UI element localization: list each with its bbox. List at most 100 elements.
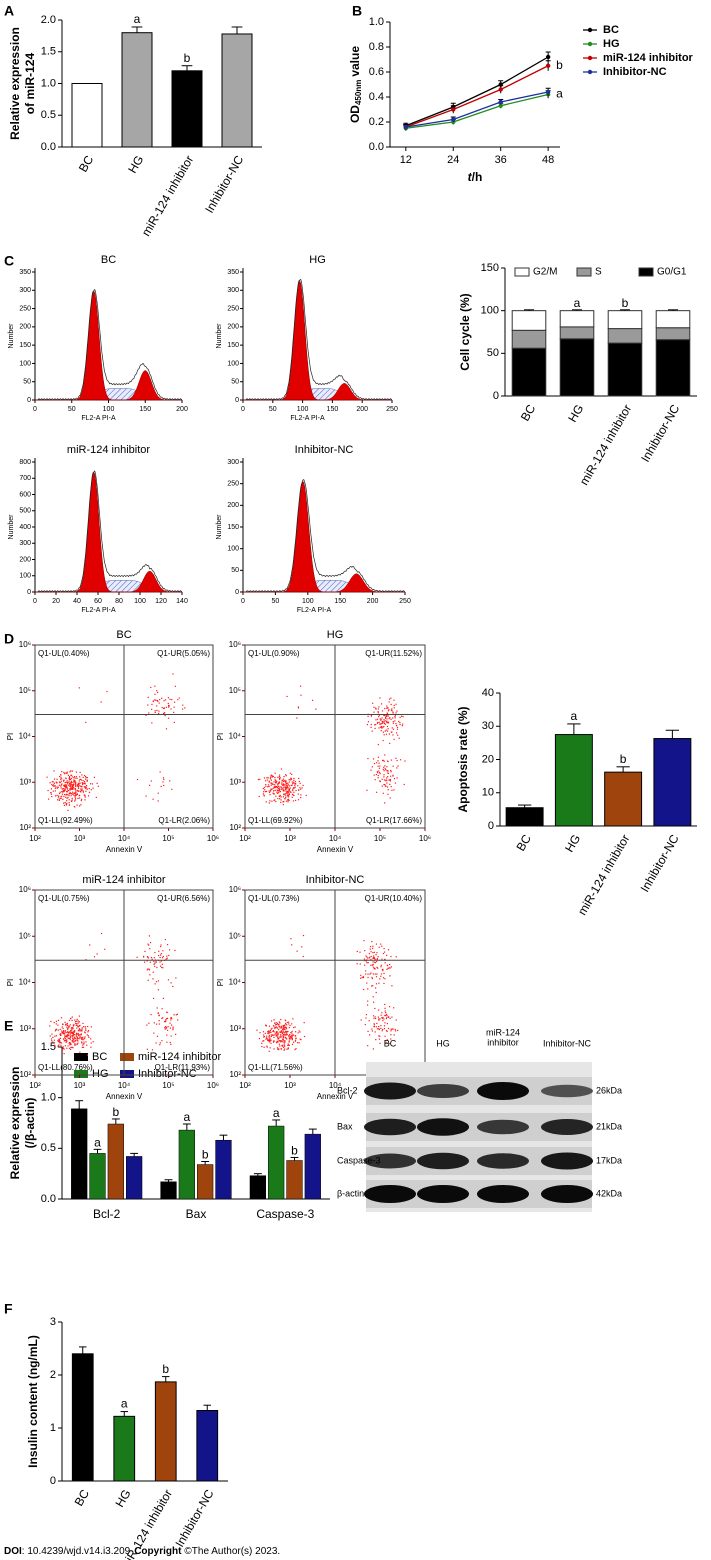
event-dot [81,789,83,791]
event-dot [87,1025,89,1028]
y-tick-label: 100 [227,546,239,553]
event-dot [65,781,67,783]
event-dot [162,955,164,958]
event-dot [382,1017,384,1019]
event-dot [271,775,273,777]
event-dot [278,787,280,789]
event-dot [67,1034,69,1036]
event-dot [270,1042,272,1044]
event-dot [71,1039,73,1042]
event-dot [83,782,86,784]
event-dot [84,1026,87,1028]
event-dot [375,707,377,709]
event-dot [291,784,293,786]
event-dot [364,1023,366,1026]
event-dot [393,707,395,709]
y-tick-label: 10 [482,787,494,799]
event-dot [154,965,156,968]
event-dot [66,1034,68,1036]
event-dot [64,1039,67,1042]
event-dot [58,1038,61,1040]
event-dot [382,720,384,722]
event-dot [65,784,67,786]
event-dot [277,1037,279,1039]
event-dot [371,977,373,980]
event-dot [356,950,358,953]
event-dot [58,1041,60,1043]
event-dot [74,780,76,782]
event-dot [67,789,70,792]
event-dot [381,717,383,719]
event-dot [367,1030,369,1033]
x-tick-label: 0 [33,598,37,605]
event-dot [154,962,156,964]
event-dot [63,802,65,804]
event-dot [297,706,300,708]
event-dot [72,788,74,790]
event-dot [291,1023,293,1025]
event-dot [291,793,294,795]
y-tick-label: 10³ [19,1024,31,1033]
event-dot [47,798,50,800]
event-dot [147,696,149,699]
series-line [405,65,549,128]
y-tick-label: 500 [19,508,31,515]
event-dot [381,727,383,729]
event-dot [77,1033,79,1035]
event-dot [384,802,386,804]
event-dot [72,785,74,787]
y-tick-label: 50 [487,347,499,359]
event-dot [66,791,68,793]
event-dot [53,770,55,772]
y-tick-label: 10⁵ [19,931,31,940]
event-dot [167,717,170,719]
event-dot [61,783,63,785]
x-axis-label: Annexin V [106,1092,143,1101]
event-dot [390,731,392,733]
event-dot [77,1030,79,1032]
y-tick-label: 100 [481,305,499,317]
event-dot [285,781,287,783]
event-dot [53,782,55,784]
event-dot [386,954,388,956]
event-dot [286,1030,288,1033]
event-dot [384,765,386,767]
event-dot [77,1034,80,1036]
event-dot [288,781,290,783]
event-dot [390,1028,392,1030]
event-dot [177,699,179,701]
x-tick-label: 10⁴ [329,834,342,843]
event-dot [383,776,385,778]
event-dot [299,787,301,789]
event-dot [266,1045,268,1047]
event-dot [298,1030,300,1032]
event-dot [70,777,72,780]
event-dot [292,1034,295,1036]
event-dot [280,1036,282,1038]
event-dot [59,1039,61,1042]
event-dot [282,778,285,780]
event-dot [396,759,398,762]
event-dot [64,781,66,784]
event-dot [68,1042,70,1044]
event-dot [72,781,75,783]
event-dot [76,789,78,791]
event-dot [79,782,81,784]
bar [154,1381,177,1482]
event-dot [290,1032,292,1034]
event-dot [359,951,361,953]
event-dot [71,770,74,772]
event-dot [364,950,366,952]
event-dot [268,1040,270,1042]
event-dot [148,935,150,937]
event-dot [292,783,294,785]
event-dot [385,1011,387,1014]
event-dot [386,712,388,714]
event-dot [272,775,274,778]
event-dot [165,958,167,960]
event-dot [376,958,378,960]
event-dot [269,1039,271,1042]
event-dot [285,1024,288,1026]
bar [554,734,593,827]
event-dot [150,1013,152,1016]
